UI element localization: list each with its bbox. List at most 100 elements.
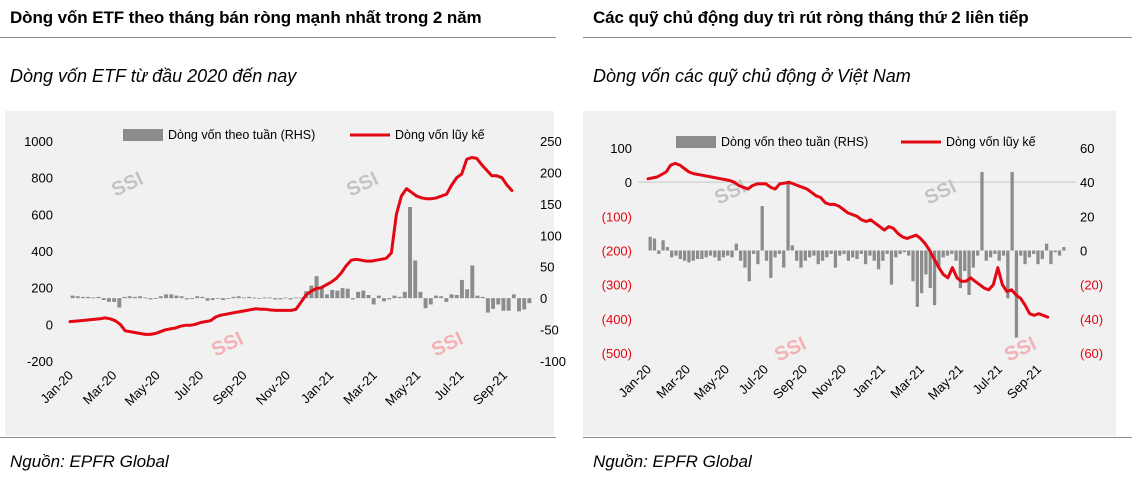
left-weekly-flow-bar	[449, 294, 454, 299]
left-weekly-flow-bar	[262, 297, 267, 299]
right-weekly-flow-bar	[924, 250, 928, 275]
right-right-axis-tick-label: 40	[1080, 175, 1094, 190]
right-weekly-flow-bar	[932, 250, 937, 306]
right-weekly-flow-bar	[928, 250, 932, 289]
right-weekly-flow-bar	[807, 250, 812, 258]
left-title-rule	[0, 37, 556, 38]
right-weekly-flow-bar	[980, 171, 984, 251]
right-legend-bar-label: Dòng vốn theo tuần (RHS)	[721, 135, 868, 149]
left-weekly-flow-bar	[433, 295, 438, 299]
right-weekly-flow-bar	[730, 250, 734, 258]
right-weekly-flow-bar	[764, 250, 769, 261]
right-weekly-flow-bar	[881, 250, 885, 261]
right-weekly-flow-bar	[997, 250, 1001, 261]
right-weekly-flow-bar	[954, 250, 958, 261]
left-x-axis-tick-label: May-20	[122, 368, 163, 409]
left-left-axis-tick-label: 1000	[24, 134, 53, 149]
right-right-axis-tick-label: 0	[1080, 244, 1087, 259]
left-weekly-flow-bar	[382, 298, 387, 302]
right-weekly-flow-bar	[885, 250, 889, 254]
left-weekly-flow-bar	[506, 298, 511, 311]
right-left-axis-tick-label: (500)	[602, 346, 632, 361]
left-weekly-flow-bar	[200, 296, 205, 299]
left-weekly-flow-bar	[169, 294, 174, 299]
right-weekly-flow-bar	[937, 250, 941, 268]
right-legend-bar-swatch	[676, 136, 716, 148]
right-x-axis-tick-label: May-20	[691, 362, 732, 403]
right-bottom-rule	[583, 437, 1132, 438]
right-weekly-flow-bar	[851, 250, 855, 258]
right-right-axis-tick-label: (20)	[1080, 278, 1103, 293]
right-chart-subtitle: Dòng vốn các quỹ chủ động ở Việt Nam	[593, 66, 911, 86]
right-weekly-flow-bar	[838, 250, 842, 256]
left-watermark: SSI	[208, 328, 247, 362]
left-weekly-flow-bar	[366, 295, 371, 299]
left-chart-title: Dòng vốn ETF theo tháng bán ròng mạnh nh…	[10, 8, 482, 27]
right-weekly-flow-bar	[661, 240, 665, 251]
left-weekly-flow-bar	[376, 295, 381, 299]
right-weekly-flow-bar	[674, 250, 678, 256]
right-weekly-flow-bar	[739, 250, 743, 261]
left-weekly-flow-bar	[132, 296, 137, 299]
left-right-axis-tick-label: -100	[540, 354, 566, 369]
right-weekly-flow-bar	[695, 250, 700, 260]
right-weekly-flow-bar	[760, 206, 764, 251]
left-weekly-flow-bar	[345, 288, 350, 299]
right-weekly-flow-bar	[872, 250, 876, 261]
left-weekly-flow-bar	[190, 298, 194, 299]
left-weekly-flow-bar	[491, 298, 496, 309]
right-weekly-flow-bar	[902, 250, 907, 253]
right-weekly-flow-bar	[799, 250, 803, 268]
left-weekly-flow-bar	[215, 298, 220, 299]
right-left-axis-tick-label: 0	[625, 175, 632, 190]
right-weekly-flow-bar	[829, 250, 833, 254]
right-weekly-flow-bar	[833, 250, 838, 268]
left-weekly-flow-bar	[470, 265, 475, 299]
left-weekly-flow-bar	[413, 260, 418, 299]
left-weekly-flow-bar	[148, 298, 153, 300]
left-weekly-flow-bar	[397, 296, 402, 299]
left-weekly-flow-bar	[319, 286, 324, 299]
right-weekly-flow-bar	[988, 250, 993, 258]
right-weekly-flow-bar	[700, 250, 704, 260]
right-weekly-flow-bar	[1023, 250, 1027, 265]
right-x-axis-tick-label: Sep-21	[1004, 362, 1044, 402]
left-weekly-flow-bar	[174, 295, 179, 299]
right-right-axis-tick-label: (40)	[1080, 312, 1103, 327]
left-weekly-flow-bar	[428, 298, 433, 305]
right-weekly-flow-bar	[717, 250, 721, 261]
right-weekly-flow-bar	[682, 250, 687, 261]
right-weekly-flow-bar	[1036, 250, 1040, 265]
right-left-axis-tick-label: (100)	[602, 209, 632, 224]
right-x-axis-tick-label: Sep-20	[770, 362, 810, 402]
right-weekly-flow-bar	[782, 250, 786, 268]
right-weekly-flow-bar	[825, 250, 829, 258]
left-watermark: SSI	[428, 328, 467, 362]
left-left-axis-tick-label: 600	[31, 207, 53, 222]
left-left-axis-tick-label: 0	[46, 317, 53, 332]
right-weekly-flow-bar	[678, 250, 682, 260]
left-weekly-flow-bar	[418, 291, 423, 299]
right-watermark: SSI	[771, 333, 810, 367]
right-weekly-flow-bar	[687, 250, 691, 263]
right-left-axis-tick-label: (200)	[602, 244, 632, 259]
left-weekly-flow-bar	[408, 207, 412, 299]
right-weekly-flow-bar	[1010, 171, 1014, 251]
right-weekly-flow-bar	[713, 250, 717, 258]
right-weekly-flow-bar	[790, 245, 794, 251]
right-weekly-flow-bar	[726, 250, 730, 256]
right-weekly-flow-bar	[657, 250, 661, 254]
left-chart-panel: Dòng vốn ETF theo tháng bán ròng mạnh nh…	[0, 0, 566, 481]
left-weekly-flow-bar	[106, 298, 111, 302]
right-weekly-flow-bar	[1062, 247, 1066, 251]
right-weekly-flow-bar	[1001, 250, 1006, 256]
right-weekly-flow-bar	[652, 238, 657, 251]
left-weekly-flow-bar	[299, 297, 303, 299]
left-weekly-flow-bar	[117, 298, 122, 308]
right-weekly-flow-bar	[911, 250, 915, 282]
right-weekly-flow-bar	[1032, 250, 1036, 254]
left-weekly-flow-bar	[340, 288, 345, 299]
left-weekly-flow-bar	[205, 298, 210, 301]
right-source-note: Nguồn: EPFR Global	[593, 452, 752, 471]
